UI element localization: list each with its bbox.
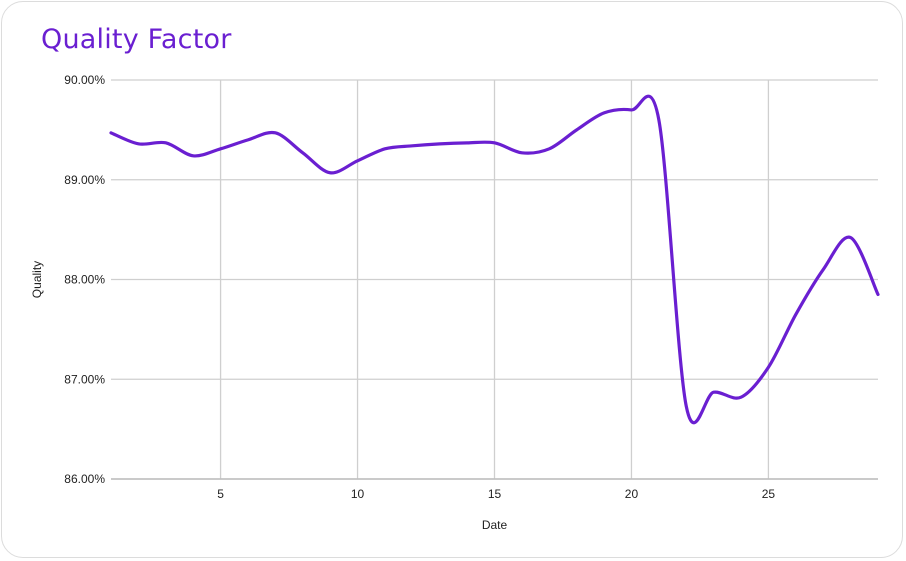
y-axis-title: Quality: [30, 261, 44, 298]
x-tick-label: 25: [762, 487, 776, 501]
y-tick-label: 89.00%: [64, 173, 105, 187]
y-tick-label: 86.00%: [64, 472, 105, 486]
y-tick-label: 88.00%: [64, 273, 105, 287]
y-tick-label: 90.00%: [64, 73, 105, 87]
x-tick-label: 5: [217, 487, 224, 501]
axis-ticks: 86.00% 87.00% 88.00% 89.00% 90.00% 5 10 15 20 25: [64, 73, 775, 501]
x-tick-label: 10: [351, 487, 365, 501]
y-tick-label: 87.00%: [64, 372, 105, 386]
grid-lines: [111, 79, 878, 480]
series-layer: [109, 94, 880, 425]
x-tick-label: 20: [625, 487, 639, 501]
quality-series-line: [109, 94, 880, 425]
x-tick-label: 15: [488, 487, 502, 501]
x-axis-title: Date: [482, 518, 508, 532]
chart-title: Quality Factor: [41, 24, 232, 55]
